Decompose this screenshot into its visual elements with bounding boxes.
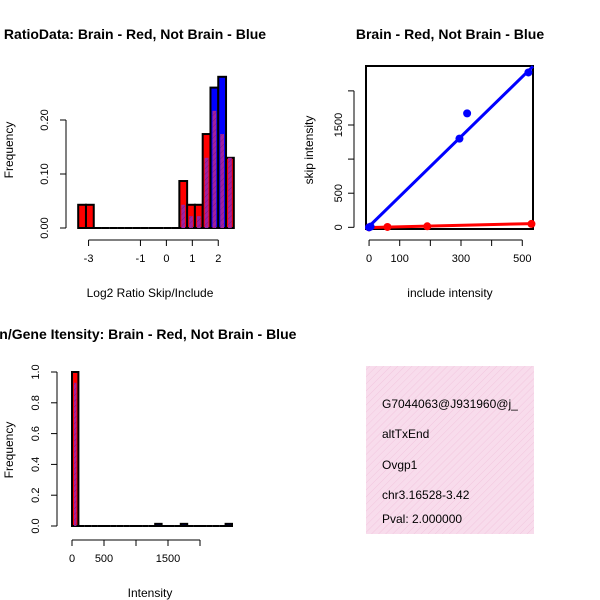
histogram-overlap-bar xyxy=(204,157,209,228)
histogram-bar xyxy=(179,522,189,527)
info-location: chr3.16528-3.42 xyxy=(382,488,470,502)
brain-point xyxy=(423,222,432,231)
x-tick-label: 0 xyxy=(366,253,372,265)
histogram-overlap-bar xyxy=(220,134,225,228)
not-brain-point xyxy=(463,109,472,118)
x-tick-label: 500 xyxy=(95,553,113,565)
x-tick-label: 500 xyxy=(513,253,531,265)
info-probe-id: G7044063@J931960@j_ xyxy=(382,397,518,411)
x-tick-label: 300 xyxy=(452,253,470,265)
scatter-ylabel: skip intensity xyxy=(302,116,316,185)
intensity-histogram-ylabel: Frequency xyxy=(2,422,16,479)
brain-fit-line xyxy=(365,222,534,230)
info-box-panel: G7044063@J931960@j_ altTxEnd Ovgp1 chr3.… xyxy=(366,366,534,534)
histogram-overlap-bar xyxy=(189,216,193,228)
scatter-axes: 0 100 300 500 0 500 1500 xyxy=(333,90,531,265)
x-tick-label: 1500 xyxy=(156,553,180,565)
ratio-histogram-bars xyxy=(77,75,235,230)
y-tick-label: 0.8 xyxy=(30,395,42,410)
histogram-overlap-bar xyxy=(228,157,232,228)
not-brain-fit-line xyxy=(364,65,535,231)
y-tick-label: 1500 xyxy=(333,113,345,137)
histogram-bar xyxy=(154,522,163,527)
info-pval: Pval: 2.000000 xyxy=(382,512,462,526)
x-tick-label: -3 xyxy=(84,253,94,265)
brain-point xyxy=(383,222,392,231)
x-tick-label: 0 xyxy=(69,553,75,565)
histogram-overlap-bar xyxy=(181,204,186,228)
info-gene: Ovgp1 xyxy=(382,458,418,472)
not-brain-point xyxy=(524,68,533,77)
y-tick-label: 0.0 xyxy=(30,518,42,533)
y-tick-label: 0 xyxy=(333,224,345,230)
y-tick-label: 0.20 xyxy=(39,109,51,130)
histogram-overlap-bar xyxy=(196,216,201,228)
ratio-histogram-panel: RatioData: Brain - Red, Not Brain - Blue… xyxy=(2,26,266,300)
x-tick-label: -1 xyxy=(136,253,146,265)
histogram-overlap-bar xyxy=(74,382,77,526)
histogram-overlap-bar xyxy=(212,110,217,228)
x-tick-label: 0 xyxy=(163,253,169,265)
brain-point xyxy=(527,219,536,228)
ratio-histogram-axes: 0.00 0.10 0.20 -3 -1 0 1 2 xyxy=(39,109,221,265)
info-event-type: altTxEnd xyxy=(382,427,429,441)
histogram-bar xyxy=(84,203,95,229)
y-tick-label: 0.4 xyxy=(30,457,42,472)
not-brain-point xyxy=(455,134,464,143)
ratio-histogram-ylabel: Frequency xyxy=(2,122,16,179)
scatter-plot-box xyxy=(365,65,534,230)
y-tick-label: 0.10 xyxy=(39,163,51,184)
intensity-histogram-xlabel: Intensity xyxy=(128,586,173,600)
not-brain-point xyxy=(366,222,375,231)
ratio-histogram-xlabel: Log2 Ratio Skip/Include xyxy=(87,286,214,300)
info-box-background xyxy=(366,366,534,534)
y-tick-label: 0.6 xyxy=(30,426,42,441)
histogram-bar xyxy=(224,522,234,527)
histogram-bar xyxy=(77,203,87,229)
scatter-title: Brain - Red, Not Brain - Blue xyxy=(356,26,544,42)
intensity-histogram-bars xyxy=(71,371,234,527)
y-tick-label: 0.2 xyxy=(30,488,42,503)
x-tick-label: 1 xyxy=(189,253,195,265)
scatter-xlabel: include intensity xyxy=(407,286,492,300)
intensity-histogram-title: Exon/Gene Itensity: Brain - Red, Not Bra… xyxy=(0,326,297,342)
scatter-marks xyxy=(364,65,536,232)
scatter-panel: Brain - Red, Not Brain - Blue 0 100 300 500… xyxy=(302,26,544,300)
y-tick-label: 0.00 xyxy=(39,217,51,238)
ratio-histogram-title: RatioData: Brain - Red, Not Brain - Blue xyxy=(4,26,266,42)
y-tick-label: 500 xyxy=(333,184,345,202)
x-tick-label: 2 xyxy=(215,253,221,265)
intensity-histogram-axes: 0.0 0.2 0.4 0.6 0.8 1.0 0 500 1500 xyxy=(30,364,201,565)
x-tick-label: 100 xyxy=(391,253,409,265)
y-tick-label: 1.0 xyxy=(30,364,42,379)
intensity-histogram-panel: Exon/Gene Itensity: Brain - Red, Not Bra… xyxy=(0,326,297,600)
